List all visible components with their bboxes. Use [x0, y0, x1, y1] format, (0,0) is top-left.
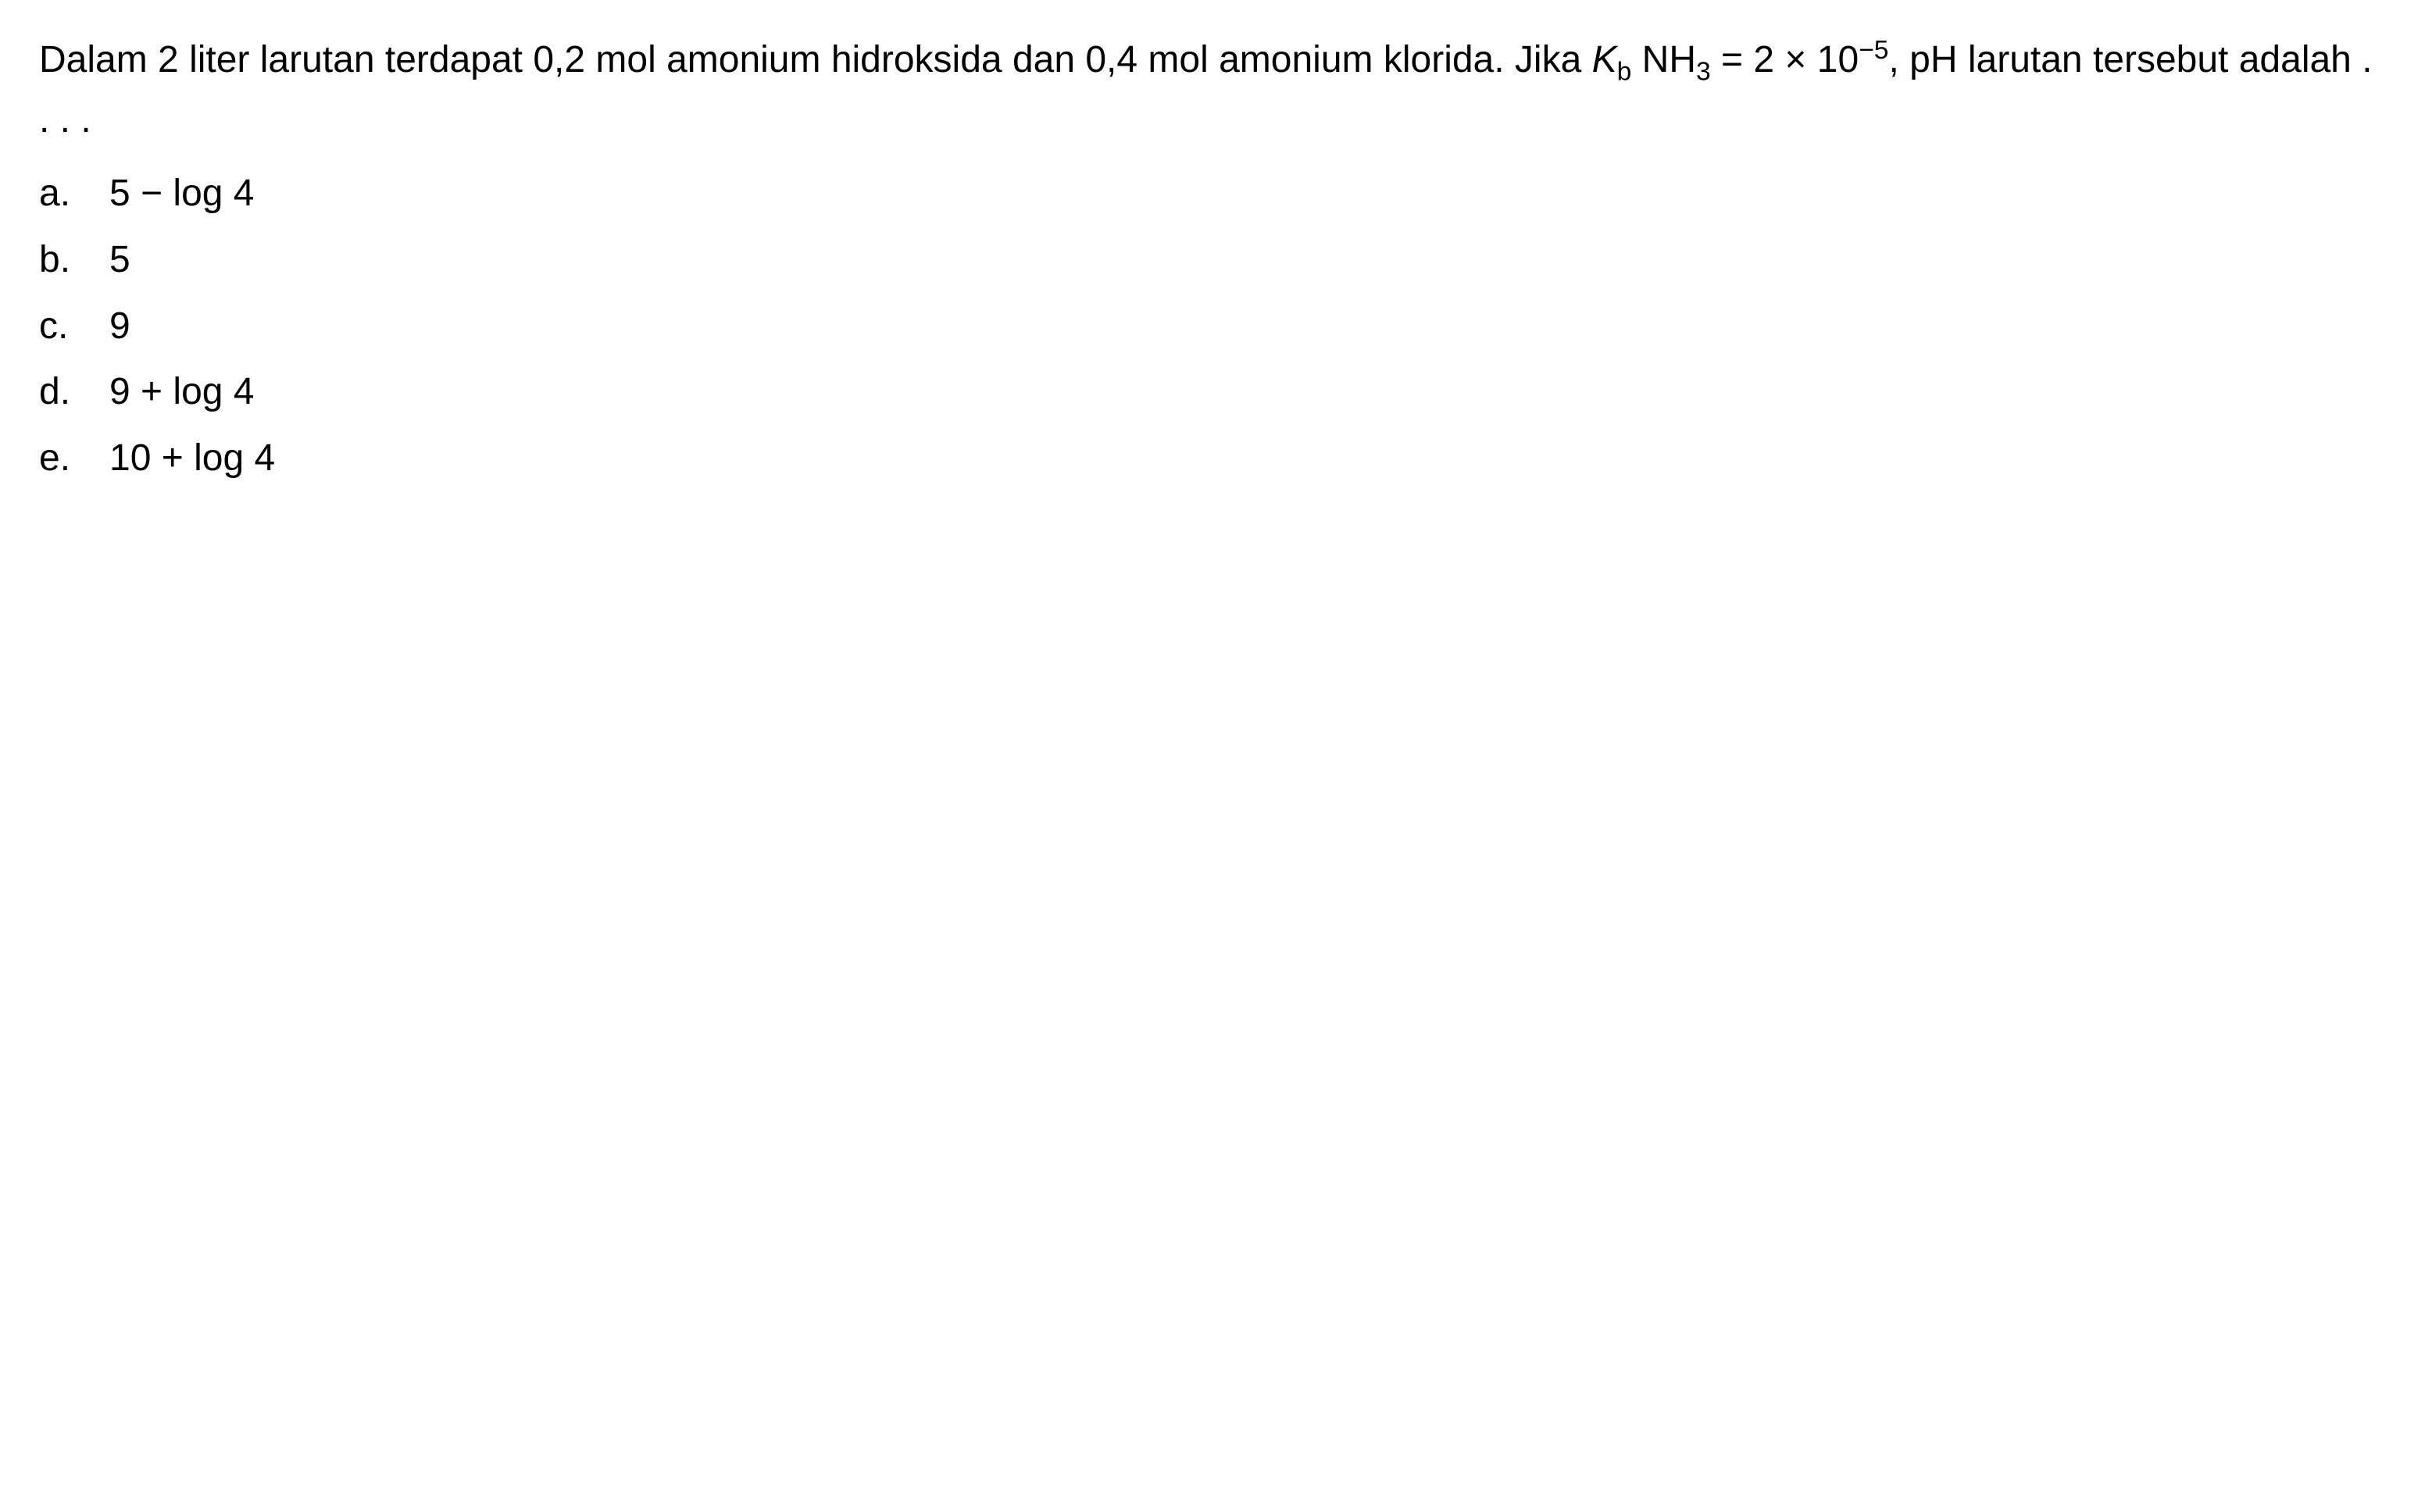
option-content: 9	[109, 297, 2386, 357]
equals-text: = 2 × 10	[1711, 39, 1859, 80]
option-e: e. 10 + log 4	[39, 429, 2386, 489]
nh-text: NH	[1631, 39, 1696, 80]
k-subscript: b	[1617, 58, 1632, 87]
option-letter: b.	[39, 230, 109, 291]
option-content: 9 + log 4	[109, 362, 2386, 423]
option-letter: c.	[39, 297, 109, 357]
option-letter: e.	[39, 429, 109, 489]
option-d: d. 9 + log 4	[39, 362, 2386, 423]
option-content: 5	[109, 230, 2386, 291]
option-letter: a.	[39, 164, 109, 224]
options-list: a. 5 − log 4 b. 5 c. 9 d. 9 + log 4 e. 1…	[39, 164, 2386, 489]
option-content: 5 − log 4	[109, 164, 2386, 224]
k-letter: K	[1592, 39, 1617, 80]
option-content: 10 + log 4	[109, 429, 2386, 489]
option-b: b. 5	[39, 230, 2386, 291]
option-a: a. 5 − log 4	[39, 164, 2386, 224]
exponent-text: −5	[1859, 36, 1888, 65]
nh-subscript: 3	[1696, 58, 1711, 87]
question-text: Dalam 2 liter larutan terdapat 0,2 mol a…	[39, 31, 2386, 148]
option-letter: d.	[39, 362, 109, 423]
question-part1: Dalam 2 liter larutan terdapat 0,2 mol a…	[39, 39, 1592, 80]
option-c: c. 9	[39, 297, 2386, 357]
